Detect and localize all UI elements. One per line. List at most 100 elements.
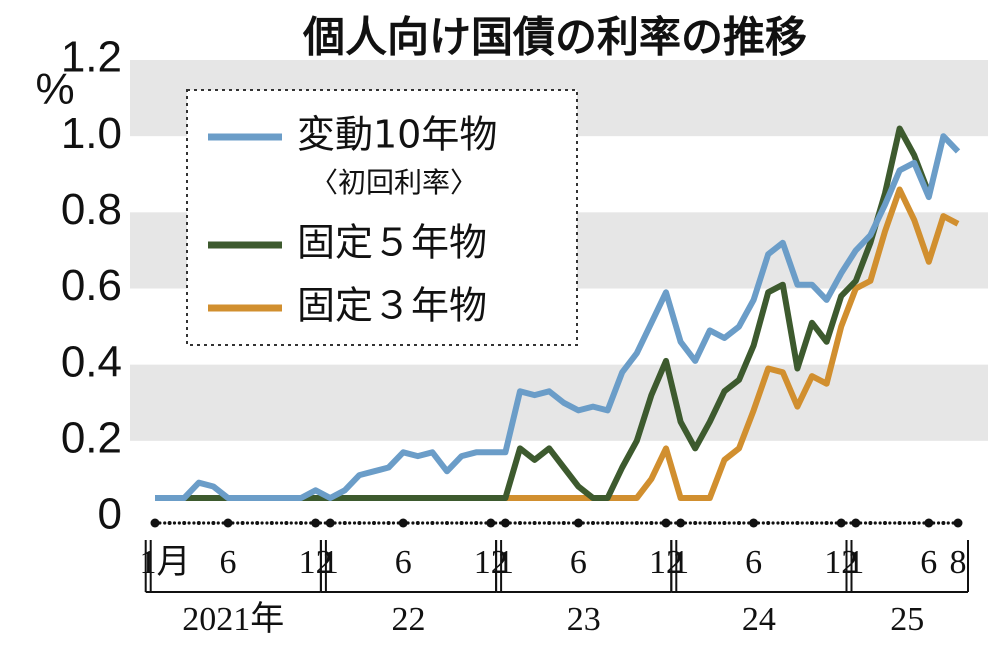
- x-tick: [634, 521, 639, 525]
- axis-dot: [537, 521, 542, 525]
- axis-dot: [703, 521, 707, 525]
- x-tick: [255, 521, 260, 525]
- axis-dot: [844, 521, 848, 525]
- x-tick: [500, 518, 510, 528]
- axis-dot: [391, 521, 396, 525]
- axis-dot: [834, 521, 838, 525]
- x-tick: [941, 521, 946, 525]
- x-tick: [211, 521, 216, 525]
- axis-dot: [713, 521, 717, 525]
- axis-dot: [464, 521, 469, 525]
- axis-dot: [922, 521, 926, 525]
- series-line: [155, 133, 961, 501]
- axis-dot: [659, 521, 663, 525]
- axis-dot: [610, 521, 615, 525]
- axis-dot: [669, 521, 673, 525]
- axis-dot: [644, 521, 649, 525]
- x-tick: [196, 521, 201, 525]
- x-tick-label: 6: [570, 544, 587, 581]
- axis-dot: [557, 521, 561, 525]
- axis-dot: [216, 521, 220, 525]
- axis-dot: [435, 521, 439, 525]
- x-tick: [357, 521, 362, 525]
- x-tick-label: 8: [950, 544, 967, 581]
- axis-dot: [294, 521, 298, 525]
- x-tick: [722, 521, 727, 525]
- axis-dot: [893, 521, 897, 525]
- x-tick: [342, 521, 347, 525]
- x-tick: [167, 521, 172, 525]
- x-tick: [240, 521, 245, 525]
- x-tick: [737, 521, 741, 525]
- legend-label: 固定３年物: [297, 284, 487, 328]
- x-tick-label: 6: [220, 544, 237, 581]
- axis-dot: [542, 521, 546, 525]
- x-tick: [573, 518, 583, 528]
- y-tick-label: 1.0: [61, 109, 122, 158]
- axis-dot: [425, 521, 430, 525]
- axis-dot: [688, 521, 692, 525]
- axis-dot: [289, 521, 293, 525]
- axis-dot: [907, 521, 911, 525]
- axis-dot: [484, 521, 488, 525]
- x-tick: [430, 521, 435, 525]
- axis-dot: [888, 521, 892, 525]
- y-tick-label: 0.8: [61, 185, 122, 234]
- x-tick: [824, 521, 829, 525]
- axis-dot: [596, 521, 600, 525]
- axis-dot: [805, 521, 809, 525]
- axis-dot: [820, 521, 824, 525]
- x-tick-label: 1: [847, 544, 864, 581]
- x-tick: [474, 521, 479, 525]
- x-tick: [605, 521, 610, 525]
- axis-dot: [333, 521, 337, 525]
- x-tick: [398, 518, 408, 528]
- x-tick: [649, 521, 654, 525]
- legend-label: 変動10年物: [297, 113, 497, 157]
- axis-dot: [377, 521, 381, 525]
- x-tick: [836, 518, 846, 528]
- axis-dot: [192, 521, 196, 525]
- axis-dot: [494, 521, 498, 525]
- axis-dot: [323, 521, 327, 525]
- axis-dot: [221, 521, 225, 525]
- x-tick: [693, 521, 698, 525]
- axis-dot: [917, 521, 921, 525]
- year-label: 2021年: [182, 600, 284, 638]
- axis-dot: [440, 521, 444, 525]
- x-tick-label: 1: [672, 544, 689, 581]
- x-tick: [325, 518, 335, 528]
- axis-dot: [849, 521, 853, 525]
- axis-dot: [786, 521, 790, 525]
- x-tick: [897, 521, 902, 525]
- axis-dot: [338, 521, 342, 525]
- x-tick: [868, 521, 873, 525]
- y-tick-label: 0.4: [61, 337, 122, 386]
- chart-title: 個人向け国債の利率の推移: [302, 13, 807, 62]
- axis-dot: [158, 521, 162, 525]
- x-tick: [459, 521, 464, 525]
- x-tick: [311, 518, 321, 528]
- axis-dot: [279, 521, 284, 525]
- axis-dot: [776, 521, 780, 525]
- axis-dot: [421, 521, 425, 525]
- x-tick: [661, 518, 671, 528]
- axis-dot: [946, 521, 950, 525]
- axis-dot: [615, 521, 619, 525]
- axis-dot: [586, 521, 590, 525]
- axis-dot: [771, 521, 775, 525]
- axis-dot: [275, 521, 279, 525]
- x-tick: [415, 521, 420, 525]
- axis-dot: [742, 521, 746, 525]
- axis-dot: [951, 521, 955, 525]
- axis-dot: [367, 521, 371, 525]
- x-tick: [150, 518, 160, 528]
- y-tick-label: 1.2: [61, 33, 122, 82]
- x-tick: [284, 521, 289, 525]
- axis-dot: [863, 521, 868, 525]
- x-tick: [924, 518, 934, 528]
- x-tick-label: 12: [824, 544, 858, 581]
- axis-dot: [202, 521, 206, 525]
- axis-dot: [406, 521, 410, 525]
- y-unit: %: [35, 65, 74, 114]
